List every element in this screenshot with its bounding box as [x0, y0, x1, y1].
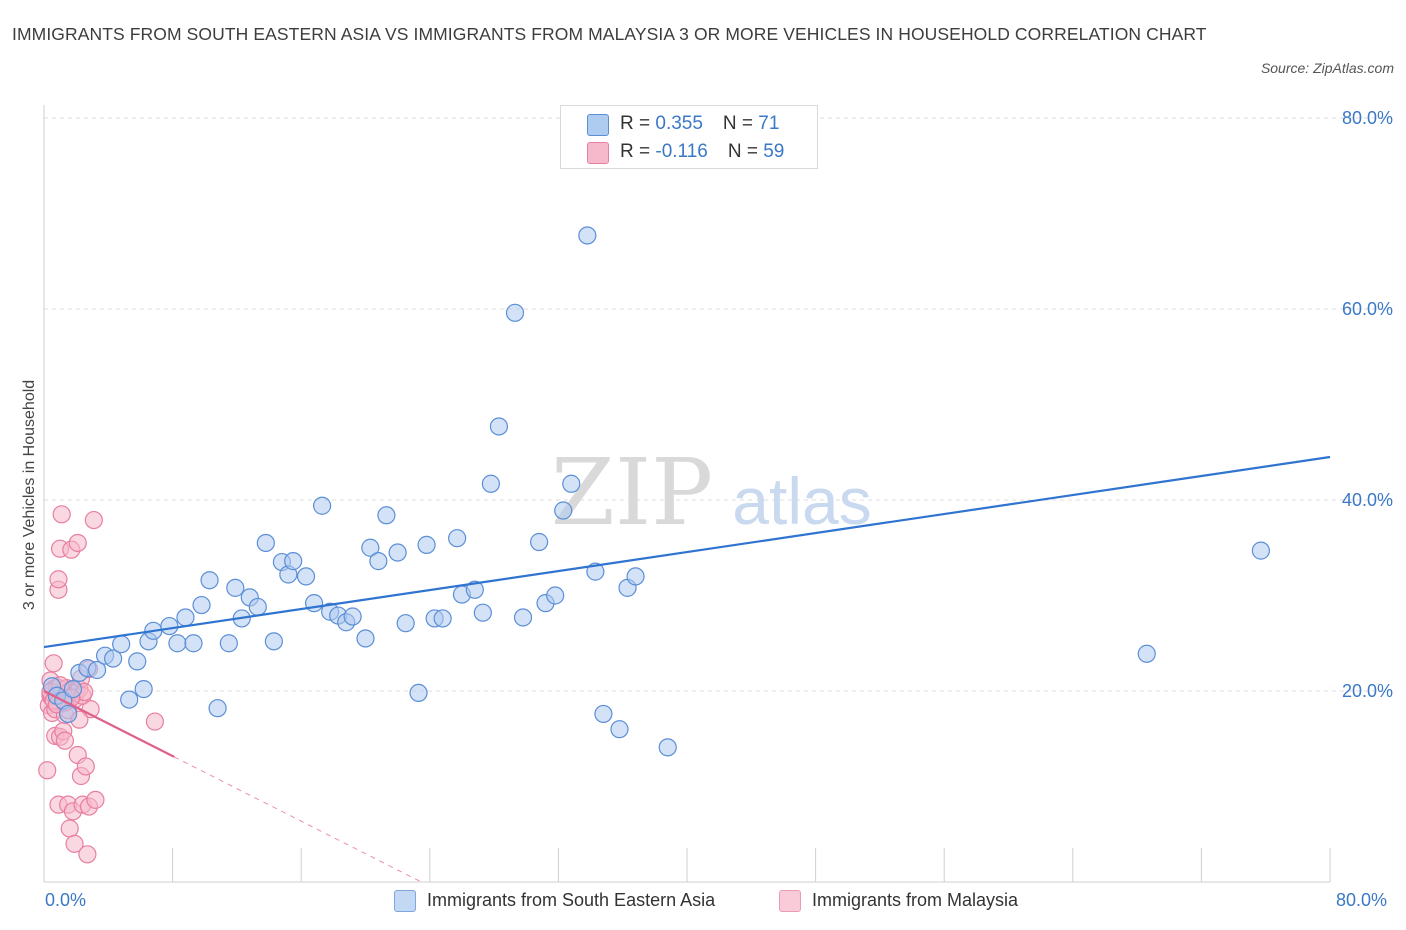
watermark: ZIP atlas [551, 439, 872, 546]
pink-point [44, 654, 63, 673]
x-tick-label-max: 80.0% [1336, 890, 1388, 910]
blue-point [417, 535, 436, 554]
pink-point [52, 505, 71, 524]
trend-lines [43, 455, 1331, 883]
legend-swatch-blue [587, 114, 609, 136]
watermark-zip: ZIP [551, 439, 713, 546]
blue-point [578, 226, 597, 245]
pink-trend-line [43, 690, 175, 758]
bottom-legend-label-pink: Immigrants from Malaysia [812, 890, 1019, 910]
legend-n-value-pink: 59 [763, 141, 785, 162]
blue-point [59, 704, 78, 724]
watermark-atlas: atlas [732, 464, 871, 538]
bottom-legend-swatch-blue [394, 890, 416, 912]
blue-point [184, 634, 203, 653]
blue-point [134, 679, 153, 699]
bottom-legend-label-blue: Immigrants from South Eastern Asia [427, 890, 716, 910]
blue-point [312, 496, 332, 515]
blue-point [63, 679, 83, 699]
blue-point [104, 649, 123, 668]
blue-point [481, 474, 500, 493]
blue-point [377, 506, 396, 525]
y-tick-label: 20.0% [1342, 681, 1393, 701]
blue-point [343, 607, 362, 626]
pink-point [78, 845, 97, 864]
blue-point [112, 635, 131, 654]
pink-point [65, 834, 84, 853]
blue-point [128, 652, 147, 671]
blue-point [586, 562, 605, 581]
legend-swatch-pink [587, 142, 609, 164]
blue-point [356, 629, 375, 648]
blue-point [388, 543, 407, 562]
chart-title: IMMIGRANTS FROM SOUTH EASTERN ASIA VS IM… [12, 24, 1207, 44]
blue-trend-line [43, 455, 1331, 649]
blue-point [219, 634, 238, 653]
legend-box: R = 0.355 N = 71 R = -0.116 N = 59 [560, 105, 818, 169]
y-tick-label: 60.0% [1342, 299, 1393, 319]
blue-point [546, 586, 565, 605]
blue-point [264, 632, 283, 651]
blue-point [562, 474, 581, 493]
blue-point [433, 609, 452, 628]
axes [43, 105, 1331, 883]
blue-point [226, 578, 245, 597]
y-tick-label: 80.0% [1342, 108, 1393, 128]
blue-point [465, 580, 484, 599]
blue-point [160, 616, 179, 636]
blue-point [658, 738, 677, 757]
bottom-legend-swatch-pink [779, 890, 801, 912]
y-tick-labels: 20.0% 40.0% 60.0% 80.0% [1342, 108, 1393, 701]
pink-point [145, 712, 165, 731]
blue-point [396, 614, 415, 633]
blue-point [530, 532, 549, 552]
blue-point [200, 571, 219, 590]
pink-point [55, 731, 74, 750]
pink-point [68, 533, 87, 553]
y-tick-label: 40.0% [1342, 490, 1393, 510]
blue-point [513, 608, 533, 627]
pink-point [38, 761, 57, 780]
blue-point [473, 603, 492, 622]
pink-point [84, 510, 103, 530]
legend-r-value-blue: 0.355 [655, 113, 703, 134]
blue-point [626, 567, 645, 586]
blue-point [296, 567, 316, 586]
blue-point [87, 660, 107, 680]
blue-point [208, 699, 227, 718]
blue-point [1251, 541, 1270, 560]
blue-point [489, 417, 509, 436]
pink-point [76, 757, 95, 776]
blue-point [505, 303, 525, 322]
blue-point [256, 533, 275, 553]
blue-point [610, 720, 629, 739]
blue-point [554, 501, 573, 520]
blue-point [192, 595, 211, 615]
blue-point [369, 552, 388, 571]
source-label: Source: ZipAtlas.com [1260, 60, 1394, 76]
pink-point [49, 570, 68, 589]
legend-r-value-pink: -0.116 [655, 141, 708, 162]
x-tick-label-min: 0.0% [45, 890, 87, 910]
blue-point [168, 634, 187, 653]
blue-point [594, 704, 613, 724]
pink-point [86, 790, 105, 809]
pink-point [60, 819, 79, 838]
blue-point [448, 529, 467, 548]
blue-series-points [42, 226, 1270, 757]
blue-point [248, 597, 267, 617]
blue-point [120, 690, 139, 709]
pink-trend-extension [173, 756, 422, 883]
blue-point [409, 683, 428, 703]
legend-n-value-blue: 71 [758, 113, 780, 134]
blue-point [1137, 644, 1156, 663]
blue-point [361, 538, 380, 557]
blue-point [284, 552, 303, 571]
blue-point [176, 608, 195, 627]
